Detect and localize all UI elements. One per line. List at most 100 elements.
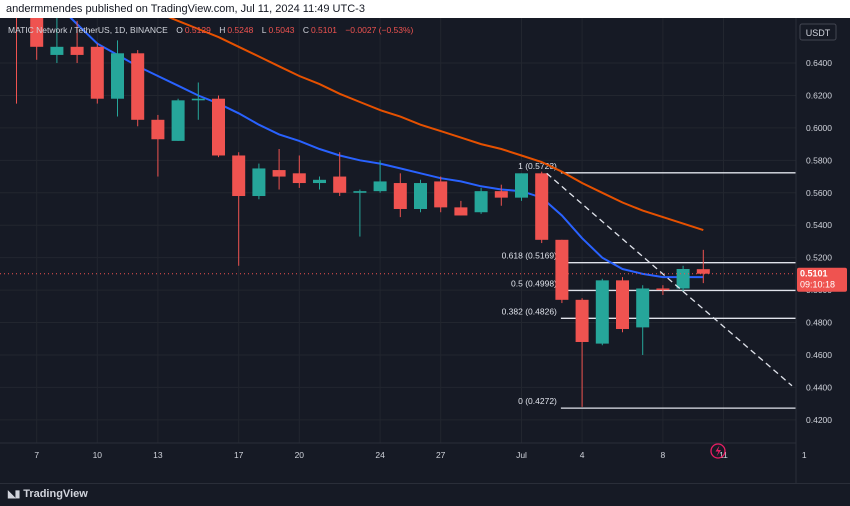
chart-background (0, 18, 850, 483)
candle (292, 155, 306, 188)
date-tick-label: 8 (661, 450, 666, 460)
candle-body (636, 288, 650, 328)
date-tick-label: 17 (234, 450, 244, 460)
bar-countdown: 09:10:18 (800, 280, 835, 290)
symbol-name: MATIC Network / TetherUS, 1D, BINANCE (8, 25, 168, 35)
date-tick-label: Jul (516, 450, 527, 460)
candle (272, 148, 286, 190)
candle-body (232, 155, 246, 197)
ma-fast-line (50, 0, 704, 279)
candlestick-chart[interactable]: 1 (0.5723) 0.618 (0.5169) 0.5 (0.4998) 0.38… (0, 0, 850, 483)
date-tick-label: 20 (295, 450, 305, 460)
price-ticks: 0.6400 0.6200 0.6000 0.5800 0.5600 0.5400 0.52… (806, 58, 832, 425)
candle-body (414, 183, 427, 209)
candle (555, 239, 569, 304)
tradingview-logo-icon: ◣▮ (8, 489, 20, 500)
fib-level-label: 0.382 (0.4826) (502, 306, 557, 316)
price-tick-label: 0.5600 (806, 188, 832, 198)
fib-level-label: 1 (0.5723) (518, 161, 557, 171)
tradingview-logo[interactable]: ◣▮ TradingView (8, 488, 88, 500)
candle-body (50, 46, 64, 55)
candle-body (454, 207, 468, 216)
price-tick-label: 0.5800 (806, 155, 832, 165)
currency-button[interactable] (799, 23, 837, 41)
price-tick-label: 0.6400 (806, 58, 832, 68)
candle-body (595, 280, 609, 344)
candle (191, 82, 205, 120)
candle (30, 11, 44, 60)
candle (494, 184, 508, 206)
high-label: H (219, 25, 225, 35)
candle-body (212, 98, 225, 156)
candle (595, 278, 609, 346)
candle-body (70, 46, 84, 55)
candle-body (171, 100, 185, 141)
date-tick-label: 13 (153, 450, 163, 460)
candle-body (252, 168, 266, 197)
candle-body (474, 191, 488, 213)
chart-area[interactable]: 1 (0.5723) 0.618 (0.5169) 0.5 (0.4998) 0.38… (0, 0, 850, 483)
price-tick-label: 0.4600 (806, 350, 832, 360)
currency-label: USDT (806, 28, 831, 38)
date-tick-label: 1 (802, 450, 807, 460)
candle-body (111, 53, 124, 99)
date-tick-label: 7 (34, 450, 39, 460)
candle (434, 176, 448, 213)
candle (353, 189, 367, 237)
candle (373, 160, 387, 193)
price-tick-label: 0.6000 (806, 123, 832, 133)
svg-text:MATIC Network / TetherUS, 1D,: MATIC Network / TetherUS, 1D, BINANCE O0… (8, 25, 414, 35)
open-value: 0.5129 (185, 25, 211, 35)
candle (232, 152, 246, 266)
candle-body (313, 179, 326, 184)
fib-level-label: 0 (0.4272) (518, 396, 557, 406)
candle (131, 50, 145, 127)
candles[interactable] (10, 0, 710, 407)
candle-body (535, 173, 549, 240)
candle-body (151, 119, 165, 140)
last-price-value: 0.5101 (800, 269, 828, 279)
candle-body (292, 173, 306, 184)
price-tick-label: 0.5200 (806, 253, 832, 263)
brand-name: TradingView (23, 488, 88, 500)
candle-body (515, 173, 528, 198)
candle-body (616, 280, 629, 330)
low-label: L (262, 25, 267, 35)
candle-body (90, 46, 104, 99)
candle (575, 298, 589, 407)
candle (333, 152, 347, 197)
candle-body (272, 170, 286, 177)
publish-info: andermmendes published on TradingView.co… (6, 3, 365, 15)
fib-retracement[interactable]: 1 (0.5723) 0.618 (0.5169) 0.5 (0.4998) 0.38… (502, 161, 796, 409)
candle-body (494, 191, 508, 198)
candle-body (434, 181, 448, 208)
candle (656, 285, 670, 295)
fib-level-label: 0.618 (0.5169) (502, 251, 557, 261)
candle (636, 285, 650, 355)
close-value: 0.5101 (311, 25, 337, 35)
price-scale[interactable] (796, 18, 850, 483)
candle-body (131, 53, 145, 120)
date-tick-label: 4 (580, 450, 585, 460)
candle (676, 265, 690, 292)
publish-header: andermmendes published on TradingView.co… (0, 0, 850, 18)
candle (90, 43, 104, 104)
candle (535, 171, 549, 244)
lightning-icon[interactable] (710, 443, 726, 459)
candle (616, 277, 629, 333)
date-tick-label: 10 (93, 450, 103, 460)
trend-line[interactable] (546, 172, 793, 387)
date-tick-label: 24 (375, 450, 385, 460)
candle-body (333, 176, 347, 193)
candle (393, 173, 407, 218)
grid-lines (0, 18, 805, 443)
candle (70, 20, 84, 64)
candle-body (353, 191, 367, 193)
price-tick-label: 0.4800 (806, 318, 832, 328)
candle-body (30, 17, 44, 47)
change-value: −0.0027 (−0.53%) (345, 25, 413, 35)
candle-body (656, 288, 670, 291)
candle-body (555, 239, 569, 300)
candle (151, 114, 165, 177)
candle (111, 40, 124, 117)
